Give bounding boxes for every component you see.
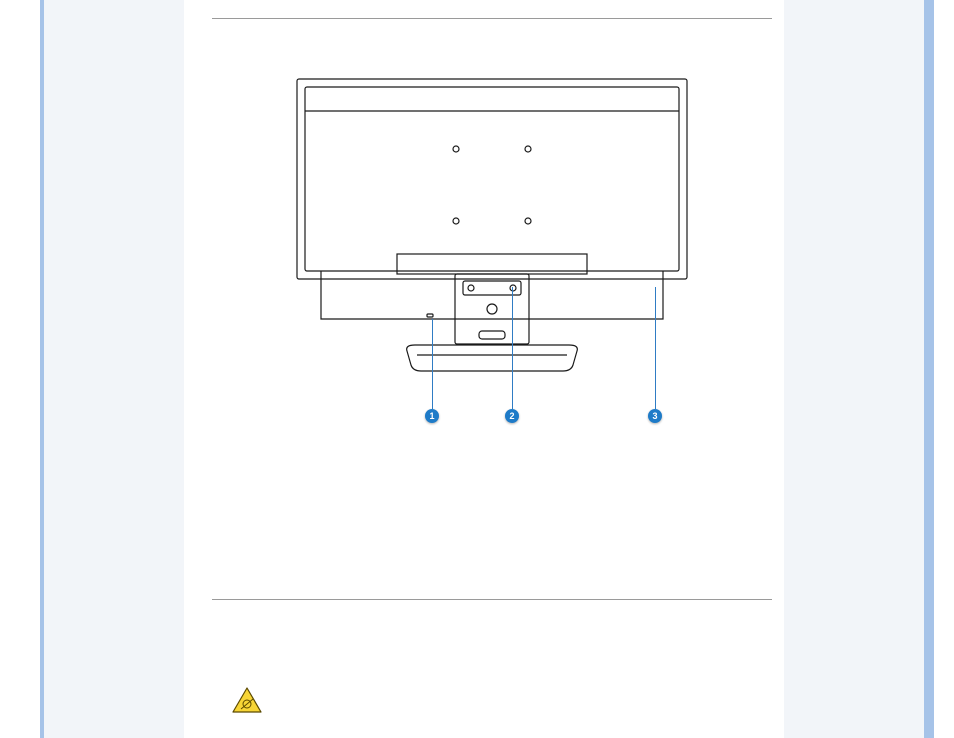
leader-1 bbox=[432, 319, 433, 409]
leader-2 bbox=[512, 287, 513, 409]
monitor-back-diagram bbox=[287, 69, 697, 389]
left-sidebar-band bbox=[40, 0, 184, 738]
right-accent-band bbox=[924, 0, 934, 738]
callout-3: 3 bbox=[648, 409, 662, 423]
callout-1: 1 bbox=[425, 409, 439, 423]
content-area: 1 2 3 bbox=[212, 0, 772, 738]
right-pale-band bbox=[784, 0, 924, 738]
warning-triangle-icon bbox=[232, 687, 262, 718]
callout-3-label: 3 bbox=[652, 411, 657, 421]
callout-2-label: 2 bbox=[509, 411, 514, 421]
callout-1-label: 1 bbox=[429, 411, 434, 421]
leader-3 bbox=[655, 287, 656, 409]
bottom-divider bbox=[212, 599, 772, 600]
callout-2: 2 bbox=[505, 409, 519, 423]
diagram-container: 1 2 3 bbox=[212, 19, 772, 579]
